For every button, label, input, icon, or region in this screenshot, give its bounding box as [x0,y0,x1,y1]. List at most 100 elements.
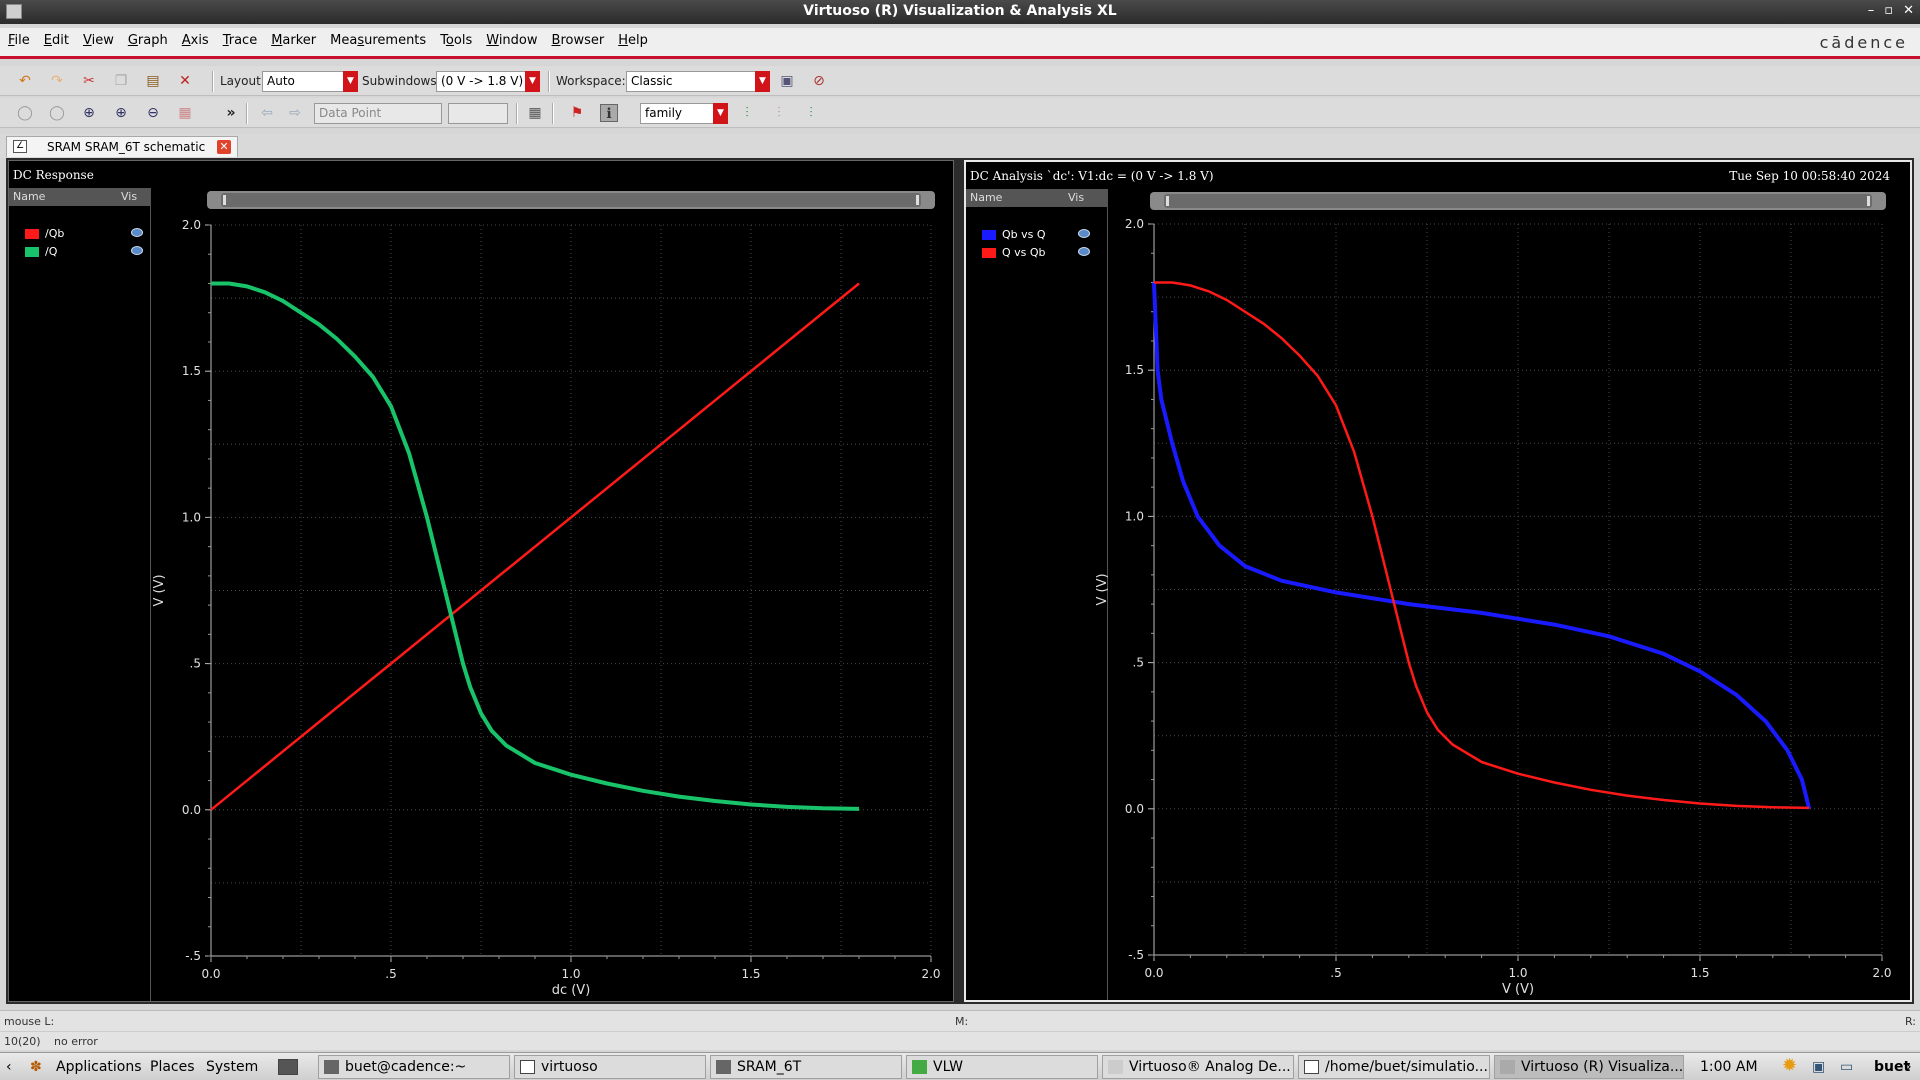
schematic-icon [716,1060,731,1074]
menu-tools[interactable]: Tools [440,33,473,48]
subwindow-dc-response[interactable]: DC Response Name Vis /Qb /Q 0.0.5 1.0 1.5 2… [8,160,954,1002]
x-tick-label: 1.5 [741,967,760,981]
delete-icon[interactable]: ✕ [179,73,191,89]
overview-thumb [1164,194,1872,208]
menu-measurements[interactable]: Measurements [330,33,427,48]
series-line-qb [210,282,860,811]
delete-workspace-icon[interactable]: ⊘ [813,73,825,89]
legend-item-qb-vs-q[interactable]: Qb vs Q [982,227,1102,243]
cut-icon[interactable]: ✂ [83,73,95,89]
task-virtuoso[interactable]: virtuoso [514,1055,706,1079]
task-visualization[interactable]: Virtuoso (R) Visualiza... [1494,1055,1684,1079]
redo-icon[interactable]: ↷ [51,73,63,89]
info-icon[interactable]: ℹ [600,104,618,122]
legend-item-qb[interactable]: /Qb [25,226,145,242]
command-count: 10(20) [4,1035,41,1048]
status-message: no error [54,1035,98,1048]
app-icon[interactable] [6,4,22,19]
visibility-eye-icon[interactable] [1078,229,1090,238]
layout-select[interactable]: Auto ▼ [262,71,358,92]
family-select[interactable]: family ▼ [640,103,728,124]
taskbar-right-arrow[interactable]: › [1906,1059,1912,1075]
y-axis-label: V (V) [152,574,167,606]
menu-graph[interactable]: Graph [127,33,168,48]
overview-handle-left [223,195,226,205]
graph-tab-icon: ∠ [13,140,27,153]
applications-menu[interactable]: Applications [56,1059,142,1075]
virtuoso-icon [520,1060,535,1074]
menu-browser[interactable]: Browser [551,33,605,48]
display-icon[interactable]: ▭ [1840,1059,1854,1075]
dc-analysis-chart[interactable]: 0.0.5 1.0 1.5 2.0-.50.0.51.01.52.0V (V)V (V… [966,162,1910,1000]
toolbar-separator [552,103,554,124]
paste-icon[interactable]: ▤ [146,73,160,89]
visibility-eye-icon[interactable] [131,228,143,237]
more-tools-button[interactable]: » [226,105,236,121]
menu-window[interactable]: Window [486,33,538,48]
maximize-button[interactable]: ▫ [1884,3,1894,18]
clock[interactable]: 1:00 AM [1700,1059,1758,1075]
pan-icon[interactable]: ▦ [178,105,192,121]
terminal-icon [324,1060,339,1074]
workspace-select[interactable]: Classic ▼ [626,71,770,92]
family-sweep-icon[interactable]: ⫶ [809,105,813,121]
flag-marker-icon[interactable]: ⚑ [570,105,584,121]
adexl-icon [1108,1060,1123,1074]
task-simulation-folder[interactable]: /home/buet/simulatio... [1298,1055,1490,1079]
subwindow-dc-analysis[interactable]: DC Analysis `dc': V1:dc = (0 V -> 1.8 V)… [964,160,1912,1002]
zoom-in-icon[interactable]: ⊕ [115,105,127,121]
weather-icon[interactable]: ✹ [1782,1055,1798,1076]
places-menu[interactable]: Places [150,1059,195,1075]
subwindows-select[interactable]: (0 V -> 1.8 V) ▼ [436,71,540,92]
dc-response-chart[interactable]: 0.0.5 1.0 1.5 2.0-.50.0.51.01.52.0dc (V)V (… [9,161,955,1003]
family-split-icon[interactable]: ⫶ [777,105,781,121]
x-tick-label: 1.5 [1690,966,1709,980]
y-tick-label: .5 [1133,656,1144,670]
back-arrow-icon[interactable]: ⇦ [261,105,273,121]
legend-item-q[interactable]: /Q [25,244,145,260]
calculator-icon[interactable]: ▦ [528,105,542,121]
minimize-button[interactable]: – [1867,3,1875,18]
zoom-out-icon[interactable]: ⊖ [147,105,159,121]
menu-view[interactable]: View [82,33,114,48]
family-plot-icon[interactable]: ⫶ [745,105,749,121]
stop-icon[interactable]: ◯ [17,105,33,121]
task-vlw[interactable]: VLW [906,1055,1098,1079]
zoom-fit-icon[interactable]: ⊕ [83,105,95,121]
toolbar-separator [548,71,550,92]
task-sram[interactable]: SRAM_6T [710,1055,902,1079]
user-name[interactable]: buet [1874,1059,1911,1075]
visibility-eye-icon[interactable] [131,246,143,255]
forward-arrow-icon[interactable]: ⇨ [289,105,301,121]
menu-edit[interactable]: Edit [43,33,69,48]
marker-value-input[interactable] [448,103,508,124]
close-tab-icon[interactable]: ✕ [217,140,231,154]
menu-axis[interactable]: Axis [181,33,209,48]
marker-type-select[interactable]: Data Point [314,103,442,124]
x-tick-label: 2.0 [1872,966,1891,980]
save-workspace-icon[interactable]: ▣ [780,73,794,89]
terminal-launcher-icon[interactable] [278,1059,298,1075]
task-terminal[interactable]: buet@cadence:~ [318,1055,510,1079]
main-toolbar: ↶ ↷ ✂ ❐ ▤ ✕ Layout: Auto ▼ Subwindows: (0… [0,66,1920,96]
visibility-eye-icon[interactable] [1078,247,1090,256]
menu-help[interactable]: Help [618,33,648,48]
tab-sram-schematic[interactable]: ∠ SRAM SRAM_6T schematic ✕ [6,136,238,157]
taskbar-left-arrow[interactable]: ‹ [6,1059,12,1075]
undo-icon[interactable]: ↶ [19,73,31,89]
copy-icon[interactable]: ❐ [114,73,128,89]
window-title: Virtuoso (R) Visualization & Analysis XL [803,3,1117,19]
system-menu[interactable]: System [206,1059,259,1075]
menu-marker[interactable]: Marker [271,33,317,48]
menu-file[interactable]: File [8,33,30,48]
y-tick-label: 1.0 [182,510,201,524]
network-icon[interactable]: ▣ [1812,1059,1826,1075]
close-window-button[interactable]: ✕ [1903,3,1914,18]
mouse-right-status: R: [1904,1015,1916,1028]
menu-trace[interactable]: Trace [222,33,258,48]
message-line: 10(20) no error [0,1031,1920,1051]
legend-label: Qb vs Q [1002,228,1046,241]
refresh-icon[interactable]: ◯ [49,105,65,121]
legend-item-q-vs-qb[interactable]: Q vs Qb [982,245,1102,261]
task-analog-design[interactable]: Virtuoso® Analog De... [1102,1055,1294,1079]
